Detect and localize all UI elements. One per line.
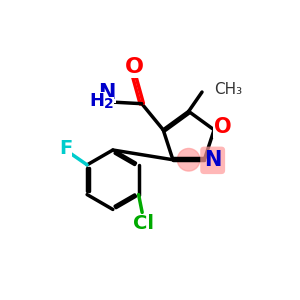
Text: O: O [125, 57, 144, 77]
Text: Cl: Cl [133, 214, 154, 233]
Text: 2: 2 [104, 97, 114, 111]
Text: N: N [98, 83, 116, 103]
Text: H: H [90, 92, 105, 110]
Text: N: N [204, 150, 221, 170]
Text: F: F [59, 139, 72, 158]
Circle shape [177, 148, 200, 171]
Text: CH₃: CH₃ [214, 82, 243, 97]
Text: O: O [214, 118, 231, 137]
